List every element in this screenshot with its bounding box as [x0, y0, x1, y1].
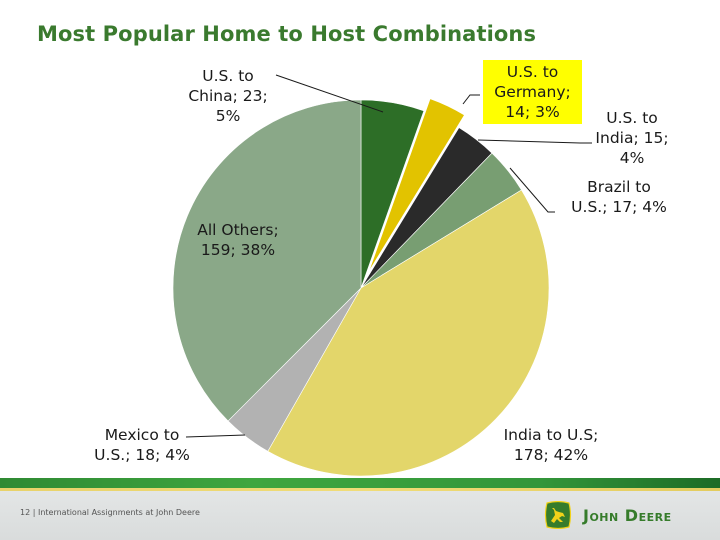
label-line: U.S.; 18; 4% [94, 446, 190, 464]
label-line: U.S. to [506, 63, 559, 81]
label-line: Germany; [494, 83, 571, 101]
pie-slice-others [172, 99, 362, 422]
label-line: U.S. to [202, 67, 254, 85]
leader-line-mexico [185, 434, 246, 438]
label-line: Brazil to [587, 178, 651, 196]
label-india: U.S. to India; 15; 4% [584, 108, 680, 168]
label-line: U.S. to [606, 109, 658, 127]
slide-title: Most Popular Home to Host Combinations [37, 22, 537, 46]
label-others: All Others; 159; 38% [188, 220, 288, 260]
pie-slices [172, 97, 550, 477]
brand-wordmark: John Deere [583, 506, 672, 525]
leader-line-brazil [509, 167, 555, 213]
footer-text: 12 | International Assignments at John D… [20, 508, 200, 517]
leader-line-china [275, 74, 384, 113]
label-line: 4% [619, 149, 645, 167]
label-line: 5% [215, 107, 241, 125]
label-line: 14; 3% [505, 103, 560, 121]
footer-green-stripe [0, 478, 720, 488]
label-line: China; 23; [188, 87, 268, 105]
leader-line-india [477, 139, 592, 144]
label-line: All Others; [197, 221, 279, 239]
label-line: 178; 42% [513, 446, 589, 464]
label-line: Mexico to [104, 426, 180, 444]
label-germany: U.S. to Germany; 14; 3% [483, 60, 582, 124]
label-mexico: Mexico to U.S.; 18; 4% [80, 425, 204, 465]
label-line: India to U.S; [503, 426, 599, 444]
label-line: India; 15; [595, 129, 669, 147]
label-line: 159; 38% [200, 241, 276, 259]
label-india-us: India to U.S; 178; 42% [488, 425, 614, 465]
leader-line-germany [462, 94, 480, 105]
leader-lines [185, 74, 592, 438]
label-brazil: Brazil to U.S.; 17; 4% [556, 177, 682, 217]
footer-yellow-stripe [0, 488, 720, 491]
pie-slice-india-us [267, 189, 550, 477]
label-china: U.S. to China; 23; 5% [178, 66, 278, 126]
john-deere-deer-icon [544, 501, 572, 529]
pie-slice-germany [366, 97, 467, 276]
label-line: U.S.; 17; 4% [571, 198, 667, 216]
